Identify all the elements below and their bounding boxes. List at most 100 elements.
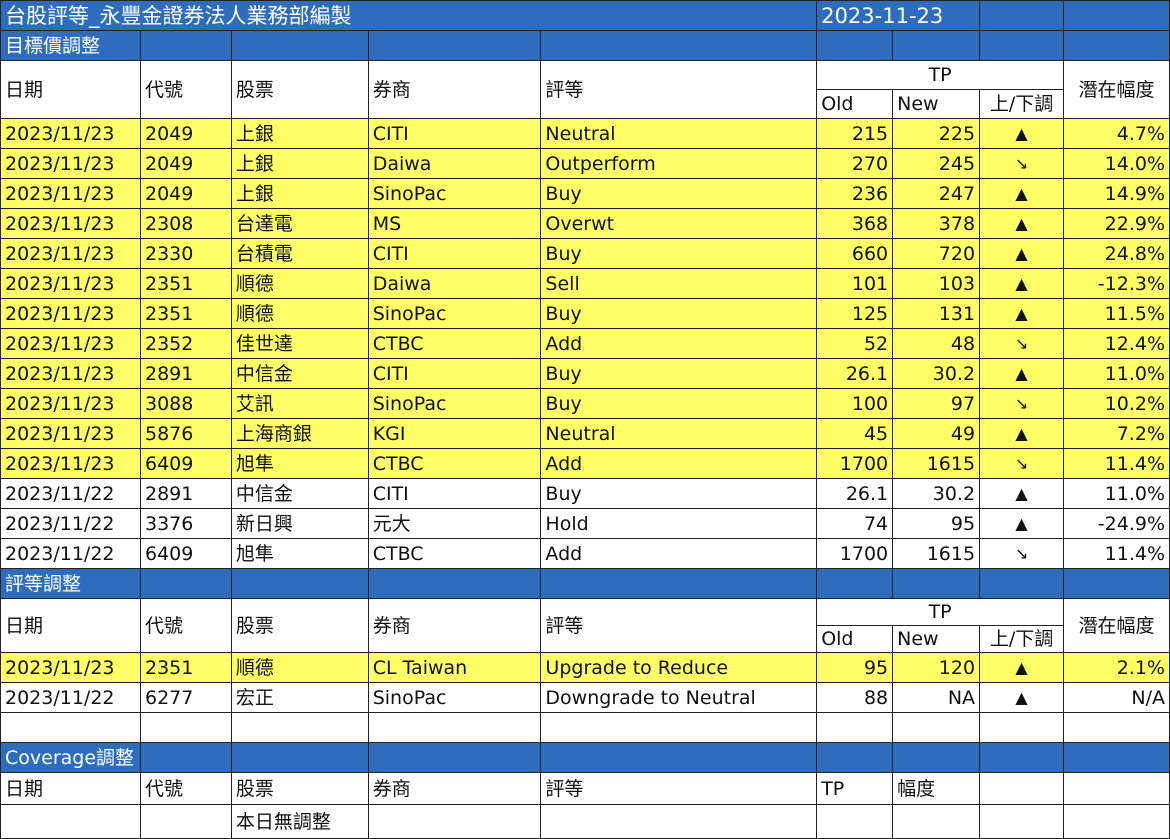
cell-rating: Buy bbox=[540, 238, 818, 269]
cell-broker: CTBC bbox=[367, 328, 542, 359]
cell-old-tp: 74 bbox=[816, 508, 894, 539]
table-row: 2023/11/23 2352 佳世達 CTBC Add 52 48 ↘ 12.… bbox=[0, 328, 1170, 359]
cell-stock: 艾訊 bbox=[230, 388, 369, 419]
cell-new-tp: 720 bbox=[892, 238, 981, 269]
cell-new-tp: 378 bbox=[892, 208, 981, 239]
down-arrow-icon: ↘ bbox=[979, 148, 1065, 179]
cell-new-tp: 103 bbox=[892, 268, 981, 299]
header-rating: 評等 bbox=[540, 598, 818, 653]
header-magnitude: 幅度 bbox=[892, 772, 981, 805]
down-arrow-icon: ↘ bbox=[979, 328, 1065, 359]
cell-date: 2023/11/23 bbox=[0, 178, 141, 209]
cell-old-tp: 95 bbox=[816, 652, 894, 683]
cell-rating: Buy bbox=[540, 298, 818, 329]
cell-new-tp: 95 bbox=[892, 508, 981, 539]
header-date: 日期 bbox=[0, 598, 141, 653]
cell-date: 2023/11/23 bbox=[0, 118, 141, 149]
header-stock: 股票 bbox=[230, 598, 369, 653]
sheet-date: 2023-11-23 bbox=[816, 0, 981, 31]
cell-old-tp: 215 bbox=[816, 118, 894, 149]
table-row: 2023/11/23 5876 上海商銀 KGI Neutral 45 49 ▲… bbox=[0, 418, 1170, 449]
cell-date: 2023/11/23 bbox=[0, 388, 141, 419]
cell-code: 6277 bbox=[139, 682, 232, 713]
cell-new-tp: 30.2 bbox=[892, 358, 981, 389]
cell-code: 2352 bbox=[139, 328, 232, 359]
down-arrow-icon: ↘ bbox=[979, 448, 1065, 479]
cell-upside: 14.0% bbox=[1063, 148, 1170, 179]
cell-rating: Downgrade to Neutral bbox=[540, 682, 818, 713]
cell-new-tp: 225 bbox=[892, 118, 981, 149]
cell-code: 2351 bbox=[139, 298, 232, 329]
cell-old-tp: 52 bbox=[816, 328, 894, 359]
cell-broker: Daiwa bbox=[367, 268, 542, 299]
cell-rating: Hold bbox=[540, 508, 818, 539]
up-triangle-icon: ▲ bbox=[979, 358, 1065, 389]
header-upside: 潛在幅度 bbox=[1063, 598, 1170, 653]
cell-rating: Overwt bbox=[540, 208, 818, 239]
cell-stock: 新日興 bbox=[230, 508, 369, 539]
up-triangle-icon: ▲ bbox=[979, 208, 1065, 239]
header-new: New bbox=[892, 89, 981, 119]
cell-date: 2023/11/23 bbox=[0, 418, 141, 449]
cell-old-tp: 1700 bbox=[816, 448, 894, 479]
cell-date: 2023/11/23 bbox=[0, 358, 141, 389]
cell-new-tp: 1615 bbox=[892, 448, 981, 479]
cell-old-tp: 236 bbox=[816, 178, 894, 209]
cell-code: 3088 bbox=[139, 388, 232, 419]
coverage-note: 本日無調整 bbox=[230, 804, 369, 839]
cell-new-tp: NA bbox=[892, 682, 981, 713]
header-rating: 評等 bbox=[540, 772, 818, 805]
cell-rating: Buy bbox=[540, 358, 818, 389]
cell-broker: SinoPac bbox=[367, 178, 542, 209]
rating-change-section-title: 評等調整 bbox=[0, 568, 141, 599]
table-row: 2023/11/22 6409 旭隼 CTBC Add 1700 1615 ↘ … bbox=[0, 538, 1170, 569]
up-triangle-icon: ▲ bbox=[979, 508, 1065, 539]
table-row: 2023/11/23 2049 上銀 Daiwa Outperform 270 … bbox=[0, 148, 1170, 179]
cell-new-tp: 245 bbox=[892, 148, 981, 179]
cell-old-tp: 101 bbox=[816, 268, 894, 299]
header-rating: 評等 bbox=[540, 60, 818, 119]
table-row: 2023/11/23 2891 中信金 CITI Buy 26.1 30.2 ▲… bbox=[0, 358, 1170, 389]
cell-code: 5876 bbox=[139, 418, 232, 449]
cell-broker: 元大 bbox=[367, 508, 542, 539]
header-broker: 券商 bbox=[367, 598, 542, 653]
table-row: 2023/11/23 2351 順德 SinoPac Buy 125 131 ▲… bbox=[0, 298, 1170, 329]
cell-stock: 上海商銀 bbox=[230, 418, 369, 449]
cell-broker: Daiwa bbox=[367, 148, 542, 179]
cell-rating: Neutral bbox=[540, 118, 818, 149]
table-row: 2023/11/23 2049 上銀 CITI Neutral 215 225 … bbox=[0, 118, 1170, 149]
cell-code: 6409 bbox=[139, 538, 232, 569]
header-broker: 券商 bbox=[367, 772, 542, 805]
cell-new-tp: 247 bbox=[892, 178, 981, 209]
cell-date: 2023/11/23 bbox=[0, 448, 141, 479]
cell-date: 2023/11/22 bbox=[0, 478, 141, 509]
cell-stock: 台積電 bbox=[230, 238, 369, 269]
header-code: 代號 bbox=[139, 772, 232, 805]
cell-code: 2891 bbox=[139, 358, 232, 389]
table-row: 2023/11/22 3376 新日興 元大 Hold 74 95 ▲ -24.… bbox=[0, 508, 1170, 539]
cell-date: 2023/11/23 bbox=[0, 268, 141, 299]
down-arrow-icon: ↘ bbox=[979, 538, 1065, 569]
cell-date: 2023/11/23 bbox=[0, 238, 141, 269]
cell-stock: 上銀 bbox=[230, 178, 369, 209]
cell-upside: 12.4% bbox=[1063, 328, 1170, 359]
cell-stock: 順德 bbox=[230, 298, 369, 329]
header-code: 代號 bbox=[139, 60, 232, 119]
cell-date: 2023/11/23 bbox=[0, 328, 141, 359]
sheet-title: 台股評等_永豐金證券法人業務部編製 bbox=[0, 0, 818, 31]
cell-stock: 台達電 bbox=[230, 208, 369, 239]
cell-code: 2330 bbox=[139, 238, 232, 269]
header-upside: 潛在幅度 bbox=[1063, 60, 1170, 119]
cell-stock: 上銀 bbox=[230, 118, 369, 149]
cell-code: 2308 bbox=[139, 208, 232, 239]
cell-old-tp: 26.1 bbox=[816, 478, 894, 509]
cell-upside: 11.4% bbox=[1063, 538, 1170, 569]
cell-broker: CITI bbox=[367, 478, 542, 509]
cell-upside: 11.0% bbox=[1063, 358, 1170, 389]
cell-rating: Outperform bbox=[540, 148, 818, 179]
cell-rating: Add bbox=[540, 328, 818, 359]
cell-upside: -12.3% bbox=[1063, 268, 1170, 299]
header-old: Old bbox=[816, 625, 894, 653]
cell-code: 2049 bbox=[139, 148, 232, 179]
up-triangle-icon: ▲ bbox=[979, 238, 1065, 269]
